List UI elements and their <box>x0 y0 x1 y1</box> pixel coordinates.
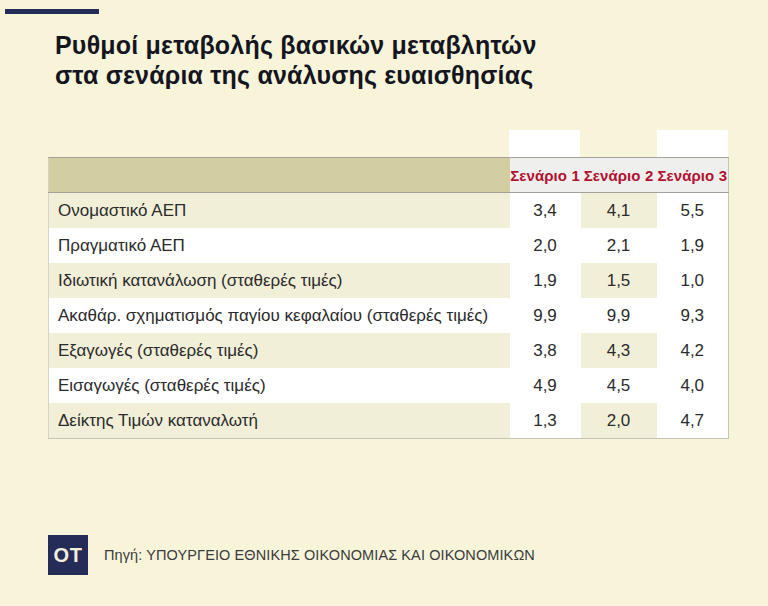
value-cell-scenario-2: 1,5 <box>581 263 657 298</box>
row-label: Εισαγωγές (σταθερές τιμές) <box>49 368 510 403</box>
column-tab-scenario-1 <box>509 130 580 158</box>
header-cell-scenario-3: Σενάριο 3 <box>657 158 729 193</box>
ot-logo: OT <box>48 535 88 575</box>
scenarios-table-wrap: Σενάριο 1 Σενάριο 2 Σενάριο 3 Ονομαστικό… <box>48 157 729 439</box>
row-label: Ιδιωτική κατανάλωση (σταθερές τιμές) <box>49 263 510 298</box>
source-text: Πηγή: ΥΠΟΥΡΓΕΙΟ ΕΘΝΙΚΗΣ ΟΙΚΟΝΟΜΙΑΣ ΚΑΙ Ο… <box>104 547 535 563</box>
table-header-row: Σενάριο 1 Σενάριο 2 Σενάριο 3 <box>49 158 729 193</box>
value-cell-scenario-3: 4,2 <box>657 333 729 368</box>
page-title-line1: Ρυθμοί μεταβολής βασικών μεταβλητών <box>55 30 537 60</box>
value-cell-scenario-1: 9,9 <box>510 298 581 333</box>
value-cell-scenario-3: 1,0 <box>657 263 729 298</box>
value-cell-scenario-1: 4,9 <box>510 368 581 403</box>
value-cell-scenario-3: 4,7 <box>657 403 729 439</box>
table-row: Εξαγωγές (σταθερές τιμές)3,84,34,2 <box>49 333 729 368</box>
header-cell-scenario-1: Σενάριο 1 <box>510 158 581 193</box>
value-cell-scenario-1: 3,4 <box>510 193 581 229</box>
row-label: Εξαγωγές (σταθερές τιμές) <box>49 333 510 368</box>
value-cell-scenario-2: 2,0 <box>581 403 657 439</box>
value-cell-scenario-1: 2,0 <box>510 228 581 263</box>
infographic: Ρυθμοί μεταβολής βασικών μεταβλητών στα … <box>0 0 768 606</box>
table-row: Ιδιωτική κατανάλωση (σταθερές τιμές)1,91… <box>49 263 729 298</box>
row-label: Πραγματικό ΑΕΠ <box>49 228 510 263</box>
page-title-line2: στα σενάρια της ανάλυσης ευαισθησίας <box>55 60 537 90</box>
row-label: Ονομαστικό ΑΕΠ <box>49 193 510 229</box>
value-cell-scenario-3: 5,5 <box>657 193 729 229</box>
value-cell-scenario-2: 9,9 <box>581 298 657 333</box>
value-cell-scenario-1: 1,3 <box>510 403 581 439</box>
value-cell-scenario-2: 4,1 <box>581 193 657 229</box>
scenarios-table: Σενάριο 1 Σενάριο 2 Σενάριο 3 Ονομαστικό… <box>48 157 729 439</box>
table-row: Δείκτης Τιμών καταναλωτή1,32,04,7 <box>49 403 729 439</box>
table-body: Ονομαστικό ΑΕΠ3,44,15,5Πραγματικό ΑΕΠ2,0… <box>49 193 729 439</box>
page-title: Ρυθμοί μεταβολής βασικών μεταβλητών στα … <box>55 30 537 90</box>
table-row: Εισαγωγές (σταθερές τιμές)4,94,54,0 <box>49 368 729 403</box>
table-row: Ακαθάρ. σχηματισμός παγίου κεφαλαίου (στ… <box>49 298 729 333</box>
value-cell-scenario-2: 4,5 <box>581 368 657 403</box>
value-cell-scenario-1: 1,9 <box>510 263 581 298</box>
value-cell-scenario-3: 1,9 <box>657 228 729 263</box>
value-cell-scenario-1: 3,8 <box>510 333 581 368</box>
table-row: Πραγματικό ΑΕΠ2,02,11,9 <box>49 228 729 263</box>
top-accent-bar <box>5 9 99 14</box>
value-cell-scenario-2: 4,3 <box>581 333 657 368</box>
header-cell-empty <box>49 158 510 193</box>
table-row: Ονομαστικό ΑΕΠ3,44,15,5 <box>49 193 729 229</box>
row-label: Δείκτης Τιμών καταναλωτή <box>49 403 510 439</box>
value-cell-scenario-2: 2,1 <box>581 228 657 263</box>
value-cell-scenario-3: 4,0 <box>657 368 729 403</box>
row-label: Ακαθάρ. σχηματισμός παγίου κεφαλαίου (στ… <box>49 298 510 333</box>
header-cell-scenario-2: Σενάριο 2 <box>581 158 657 193</box>
footer: OT Πηγή: ΥΠΟΥΡΓΕΙΟ ΕΘΝΙΚΗΣ ΟΙΚΟΝΟΜΙΑΣ ΚΑ… <box>48 535 535 575</box>
value-cell-scenario-3: 9,3 <box>657 298 729 333</box>
column-tab-scenario-3 <box>657 130 728 158</box>
